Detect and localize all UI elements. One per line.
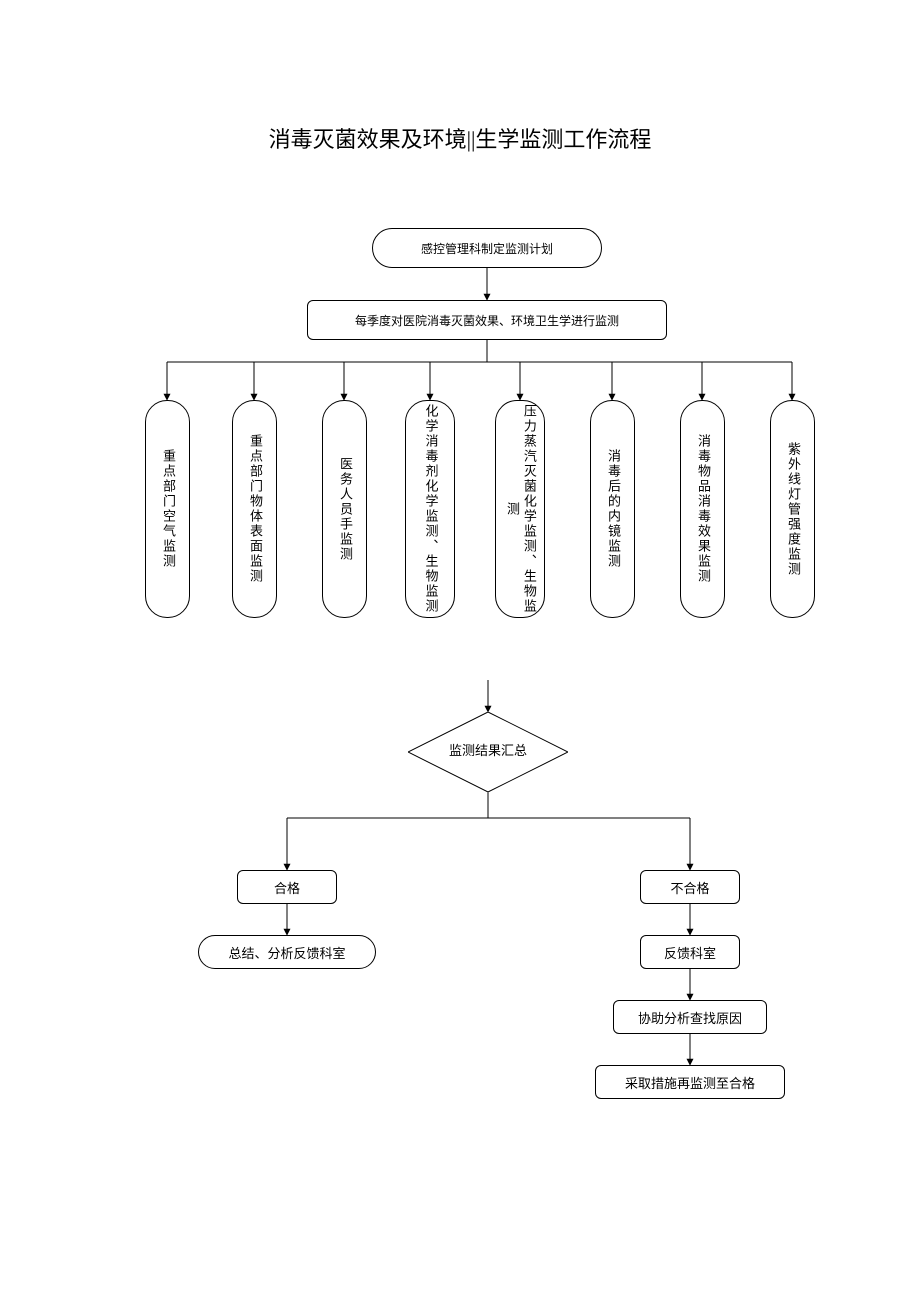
node-label: 采取措施再监测至合格 [625,1073,755,1092]
branch-surface: 重点部门物体表面监测 [232,400,277,618]
node-remeasure: 采取措施再监测至合格 [595,1065,785,1099]
flow-connectors [0,0,920,1301]
branch-label: 重点部门空气监测 [159,449,176,569]
branch-label: 消毒物品消毒效果监测 [694,434,711,584]
branch-label: 化学消毒剂化学监测、生物监测 [422,404,439,614]
node-quarterly: 每季度对医院消毒灭菌效果、环境卫生学进行监测 [307,300,667,340]
node-analyze: 协助分析查找原因 [613,1000,767,1034]
node-summary: 总结、分析反馈科室 [198,935,376,969]
branch-steam: 压力蒸汽灭菌化学监测、生物监测 [495,400,545,618]
branch-hands: 医务人员手监测 [322,400,367,618]
branch-items: 消毒物品消毒效果监测 [680,400,725,618]
branch-air: 重点部门空气监测 [145,400,190,618]
node-feedback: 反馈科室 [640,935,740,969]
node-plan: 感控管理科制定监测计划 [372,228,602,268]
node-fail: 不合格 [640,870,740,904]
node-label: 协助分析查找原因 [638,1008,742,1027]
branch-label: 紫外线灯管强度监测 [784,442,801,577]
page-title: 消毒灭菌效果及环境||生学监测工作流程 [0,122,920,154]
node-label: 合格 [274,878,300,897]
node-label: 感控管理科制定监测计划 [421,240,553,257]
branch-uv: 紫外线灯管强度监测 [770,400,815,618]
node-label: 监测结果汇总 [449,743,527,758]
branch-label: 压力蒸汽灭菌化学监测、生物监测 [503,401,537,617]
branch-chemical: 化学消毒剂化学监测、生物监测 [405,400,455,618]
branch-label: 重点部门物体表面监测 [246,434,263,584]
node-label: 总结、分析反馈科室 [228,943,345,962]
branch-label: 医务人员手监测 [336,457,353,562]
node-label: 反馈科室 [664,943,716,962]
branch-endoscope: 消毒后的内镜监测 [590,400,635,618]
node-decision: 监测结果汇总 [408,740,568,759]
node-pass: 合格 [237,870,337,904]
branch-label: 消毒后的内镜监测 [604,449,621,569]
node-label: 每季度对医院消毒灭菌效果、环境卫生学进行监测 [355,312,619,329]
node-label: 不合格 [670,878,709,897]
